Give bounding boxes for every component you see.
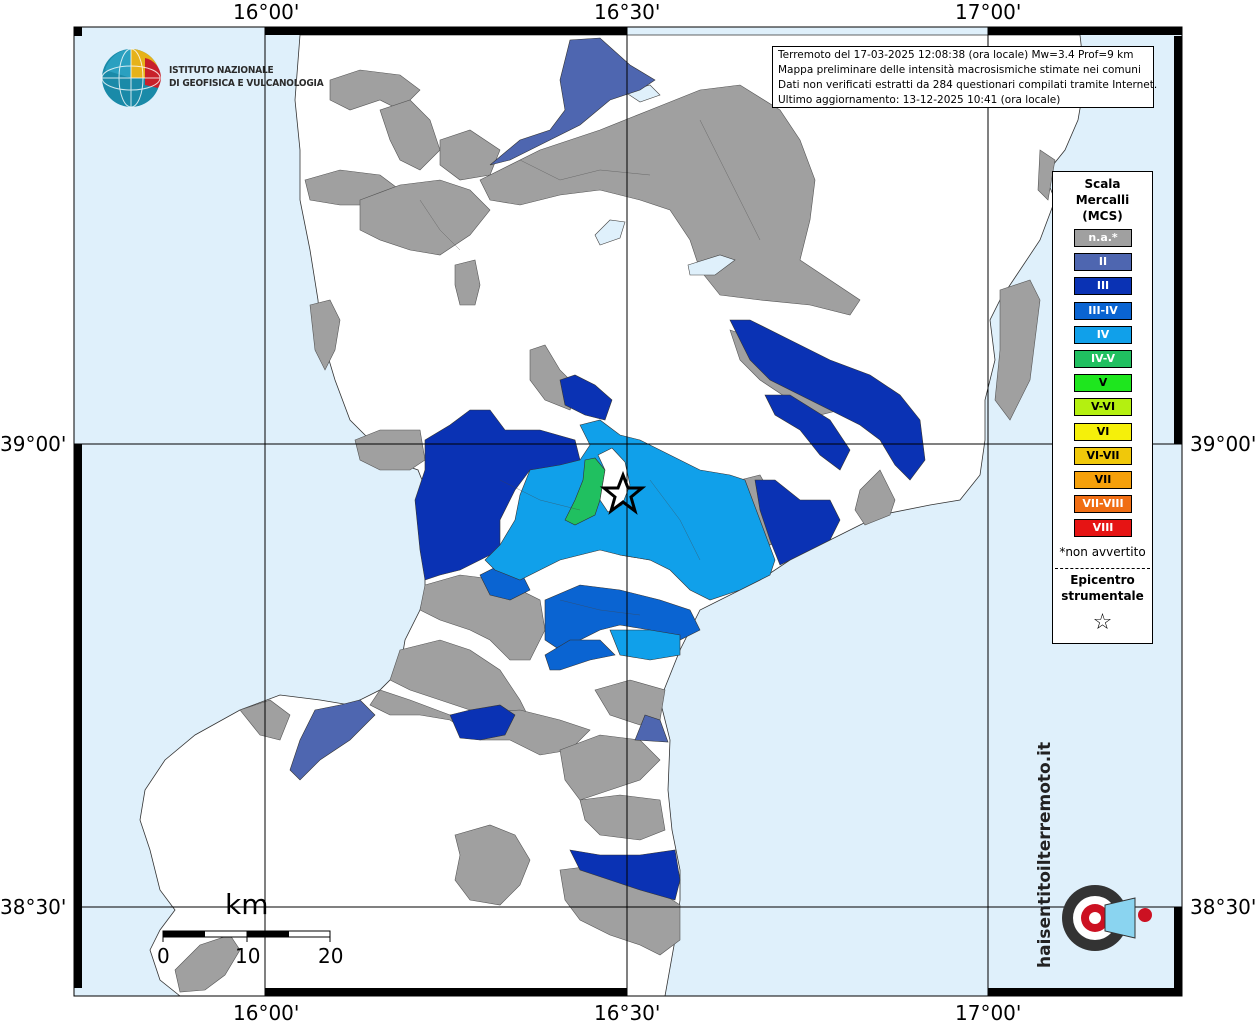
legend-epicenter-label: Epicentro strumentale — [1053, 572, 1152, 604]
legend-note: *non avvertito — [1059, 545, 1146, 559]
scale-label-20: 20 — [318, 944, 344, 968]
coord-left-3900: 39°00' — [0, 432, 67, 456]
legend-item: VII — [1074, 471, 1132, 489]
legend-item: V-VI — [1074, 398, 1132, 417]
legend-item: IV — [1074, 325, 1132, 344]
legend-item: VII-VIII — [1074, 495, 1132, 514]
legend-item: VI-VII — [1074, 446, 1132, 465]
scale-label-10: 10 — [235, 944, 261, 968]
coord-top-1600: 16°00' — [233, 0, 300, 24]
coord-left-3830: 38°30' — [0, 895, 67, 919]
coord-bottom-1630: 16°30' — [594, 1001, 661, 1025]
legend-item: VI — [1074, 422, 1132, 441]
event-info-box: Terremoto del 17-03-2025 12:08:38 (ora l… — [772, 46, 1158, 108]
scale-unit: km — [225, 888, 269, 921]
legend-epicenter-line2: strumentale — [1061, 589, 1144, 603]
intensity-iv-v-comune — [564, 457, 606, 526]
graticule — [74, 27, 1182, 996]
ingv-line1: ISTITUTO NAZIONALE — [169, 65, 274, 76]
legend-star-icon: ☆ — [1092, 610, 1113, 635]
ingv-logo-text: ISTITUTO NAZIONALE DI GEOFISICA E VULCAN… — [169, 64, 324, 90]
haisentito-url-text: haisentitoilterremoto.it — [1035, 742, 1055, 968]
legend-item: II — [1074, 253, 1132, 272]
mcs-legend: Scala Mercalli (MCS) *non avvertito Epic… — [1052, 171, 1153, 644]
coord-right-3900: 39°00' — [1190, 432, 1255, 456]
legend-epicenter-line1: Epicentro — [1070, 573, 1135, 587]
coord-right-3830: 38°30' — [1190, 895, 1255, 919]
legend-title-line3: (MCS) — [1082, 209, 1123, 223]
ingv-logo-icon — [101, 48, 161, 108]
coord-bottom-1600: 16°00' — [233, 1001, 300, 1025]
white-comune — [597, 447, 631, 513]
intensity-ii-comuni — [289, 37, 669, 781]
legend-item: III-IV — [1074, 301, 1132, 320]
event-info-line4: Ultimo aggiornamento: 13-12-2025 10:41 (… — [778, 94, 1061, 106]
event-info-line2: Mappa preliminare delle intensità macros… — [778, 64, 1141, 76]
event-info-line1: Terremoto del 17-03-2025 12:08:38 (ora l… — [778, 49, 1134, 61]
coord-top-1700: 17°00' — [955, 0, 1022, 24]
ingv-line2: DI GEOFISICA E VULCANOLOGIA — [169, 78, 324, 89]
legend-item: IV-V — [1074, 350, 1132, 368]
coord-top-1630: 16°30' — [594, 0, 661, 24]
haisentito-logo-icon — [1062, 885, 1152, 951]
event-info-line3: Dati non verificati estratti da 284 ques… — [778, 79, 1158, 91]
epicenter-star — [599, 470, 647, 515]
intensity-iii-comuni — [414, 319, 926, 901]
lakes — [594, 84, 736, 276]
scale-bar — [162, 930, 331, 942]
legend-item: VIII — [1074, 519, 1132, 538]
legend-item: n.a.* — [1074, 229, 1132, 247]
legend-title-line1: Scala — [1084, 177, 1121, 191]
legend-item: V — [1074, 374, 1132, 393]
legend-title: Scala Mercalli (MCS) — [1053, 176, 1152, 224]
coord-bottom-1700: 17°00' — [955, 1001, 1022, 1025]
frame-ticks — [74, 27, 1182, 996]
legend-item: III — [1074, 277, 1132, 296]
legend-separator — [1055, 568, 1150, 569]
scale-label-0: 0 — [157, 944, 170, 968]
legend-title-line2: Mercalli — [1075, 193, 1130, 207]
